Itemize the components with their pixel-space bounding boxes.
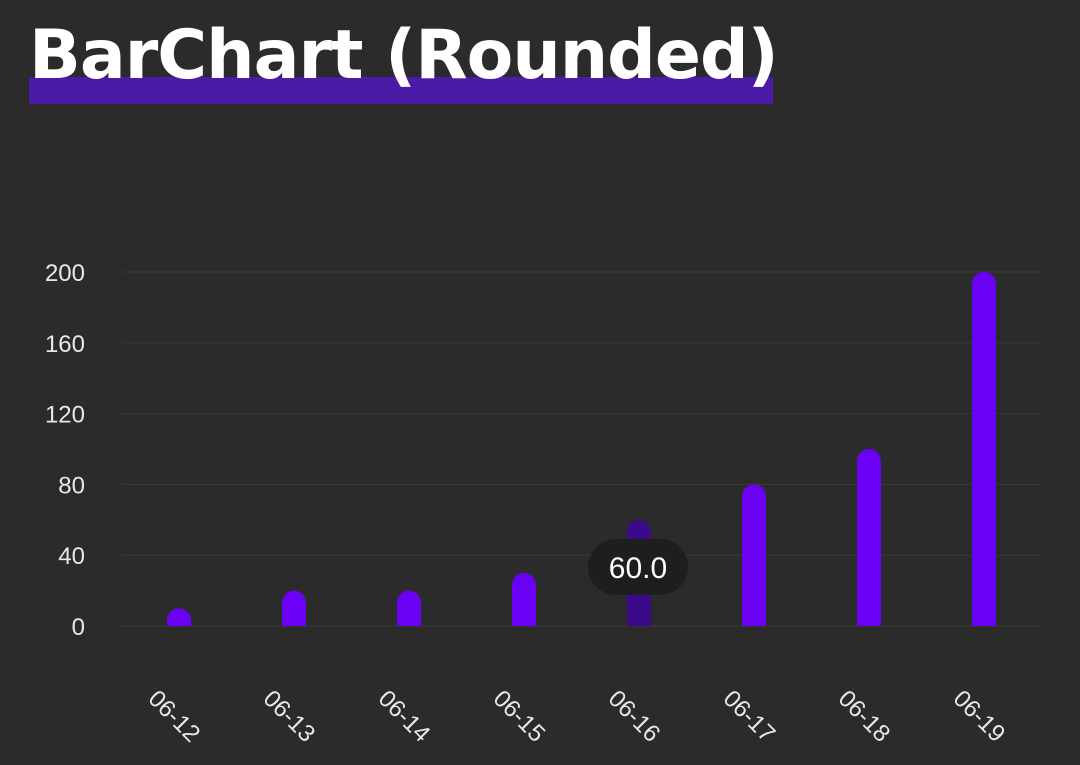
x-tick-label: 06-19: [948, 685, 1011, 748]
page-title: BarChart (Rounded): [29, 16, 779, 95]
title-block: BarChart (Rounded): [29, 14, 779, 106]
x-tick-label: 06-14: [373, 685, 436, 748]
bar-06-18[interactable]: [857, 449, 881, 626]
tooltip-bubble: [588, 539, 688, 595]
bar-06-19[interactable]: [972, 272, 996, 626]
y-tick-label: 0: [72, 614, 85, 641]
title-highlight: [29, 77, 773, 104]
y-axis-ticks: 0 40 80 120 160 200: [45, 260, 85, 641]
y-tick-label: 40: [58, 543, 85, 570]
y-tick-label: 120: [45, 402, 85, 429]
x-axis-ticks: 06-12 06-13 06-14 06-15 06-16 06-17 06-18 06-19: [143, 685, 1011, 748]
bar-06-14[interactable]: [397, 590, 422, 626]
y-tick-label: 200: [45, 260, 85, 287]
value-tooltip: 60.0: [588, 539, 688, 595]
x-tick-label: 06-13: [258, 685, 321, 748]
y-tick-label: 160: [45, 331, 85, 358]
grid-lines: [122, 271, 1040, 627]
x-tick-label: 06-15: [488, 685, 551, 748]
x-tick-label: 06-17: [718, 685, 781, 748]
y-tick-label: 80: [58, 472, 85, 499]
bars[interactable]: [167, 272, 996, 626]
x-tick-label: 06-16: [603, 685, 666, 748]
bar-06-13[interactable]: [282, 590, 306, 626]
bar-06-15[interactable]: [512, 572, 536, 626]
bar-06-17[interactable]: [742, 484, 766, 626]
bar-06-12[interactable]: [167, 608, 191, 626]
x-tick-label: 06-12: [143, 685, 206, 748]
tooltip-value: 60.0: [609, 552, 667, 585]
x-tick-label: 06-18: [833, 685, 896, 748]
